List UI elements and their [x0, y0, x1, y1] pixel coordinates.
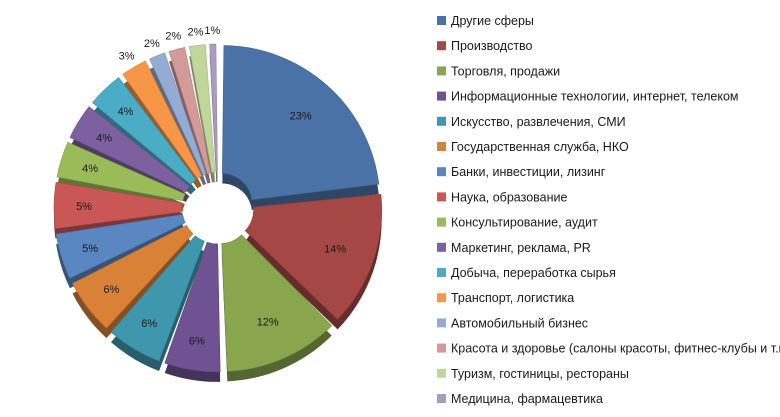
legend-label-6: Государственная служба, НКО	[451, 140, 629, 154]
legend-swatch-1	[437, 16, 446, 25]
pie-slice-6	[72, 224, 194, 329]
pie-slice-16	[209, 43, 218, 173]
legend-label-1: Другие сферы	[451, 14, 534, 28]
pie-slice-3	[221, 234, 333, 372]
pie-slice-2	[244, 194, 382, 320]
slice-value-label-1: 23%	[290, 111, 312, 123]
pie-slice-11	[92, 77, 197, 185]
slice-value-label-12: 3%	[119, 50, 135, 62]
slice-value-label-8: 5%	[76, 201, 92, 213]
pie-slice-7	[55, 214, 186, 279]
pie-slice-side-14	[168, 57, 211, 184]
pie-slice-14	[168, 47, 211, 174]
pie-slice-8	[53, 181, 183, 229]
slice-value-label-15: 2%	[188, 26, 204, 38]
legend-label-15: Туризм, гостиницы, рестораны	[451, 367, 629, 381]
pie-slice-12	[122, 60, 203, 179]
slice-value-label-7: 5%	[82, 243, 98, 255]
pie-slice-10	[69, 106, 190, 193]
slice-value-label-4: 6%	[189, 335, 205, 347]
legend-swatch-7	[437, 167, 446, 177]
pie-slice-13	[149, 52, 207, 176]
slice-value-label-5: 6%	[141, 318, 157, 330]
pie-slice-5	[110, 235, 205, 362]
legend-label-12: Транспорт, логистика	[451, 291, 574, 305]
legend-swatch-10	[437, 242, 446, 252]
slice-value-label-16: 1%	[204, 25, 220, 37]
legend-label-13: Автомобильный бизнес	[451, 316, 588, 330]
slice-value-label-14: 2%	[165, 31, 181, 43]
pie-slice-4	[164, 241, 221, 373]
legend-label-10: Маркетинг, реклама, PR	[451, 241, 591, 255]
legend-swatch-2	[437, 41, 446, 51]
legend-label-5: Искусство, развлечения, СМИ	[451, 115, 626, 129]
legend-swatch-11	[437, 268, 446, 277]
legend-swatch-16	[437, 394, 446, 403]
legend-swatch-4	[437, 91, 446, 101]
slice-value-labels: 23%14%12%6%6%6%5%5%4%4%4%3%2%2% 2% 1%	[76, 25, 346, 347]
legend-label-3: Торговля, продажи	[451, 64, 560, 78]
legend-label-2: Производство	[451, 39, 533, 53]
legend: Другие сферы Производство Торговля, продаж…	[437, 14, 780, 406]
pie-slice-1	[222, 45, 380, 201]
slice-value-label-11: 4%	[118, 106, 134, 118]
legend-label-14: Красота и здоровье (салоны красоты, фитн…	[451, 342, 780, 356]
legend-swatch-3	[437, 66, 446, 76]
legend-label-7: Банки, инвестиции, лизинг	[451, 165, 606, 179]
legend-swatch-8	[437, 192, 446, 202]
pie-slice-9	[56, 141, 186, 202]
legend-label-8: Наука, образование	[451, 190, 567, 204]
legend-swatch-14	[437, 343, 446, 353]
pie-slice-side-13	[149, 62, 207, 186]
slice-value-label-10: 4%	[96, 132, 112, 144]
legend-label-16: Медицина, фармацевтика	[451, 392, 603, 406]
legend-label-9: Консультирование, аудит	[451, 216, 598, 230]
legend-swatch-13	[437, 318, 446, 328]
slice-value-label-13: 2%	[144, 38, 160, 50]
legend-label-11: Добыча, переработка сырья	[451, 266, 616, 280]
slice-value-label-9: 4%	[82, 163, 98, 175]
legend-swatch-15	[437, 368, 446, 378]
slice-value-label-2: 14%	[324, 244, 346, 256]
legend-swatch-5	[437, 116, 446, 126]
legend-swatch-6	[437, 142, 446, 151]
legend-label-4: Информационные технологии, интернет, тел…	[451, 90, 739, 104]
slice-value-label-3: 12%	[257, 317, 279, 329]
pie-slices	[53, 43, 382, 382]
legend-swatch-12	[437, 293, 446, 303]
slice-value-label-6: 6%	[103, 284, 119, 296]
pie-slice-15	[188, 44, 216, 173]
legend-swatch-9	[437, 217, 446, 227]
